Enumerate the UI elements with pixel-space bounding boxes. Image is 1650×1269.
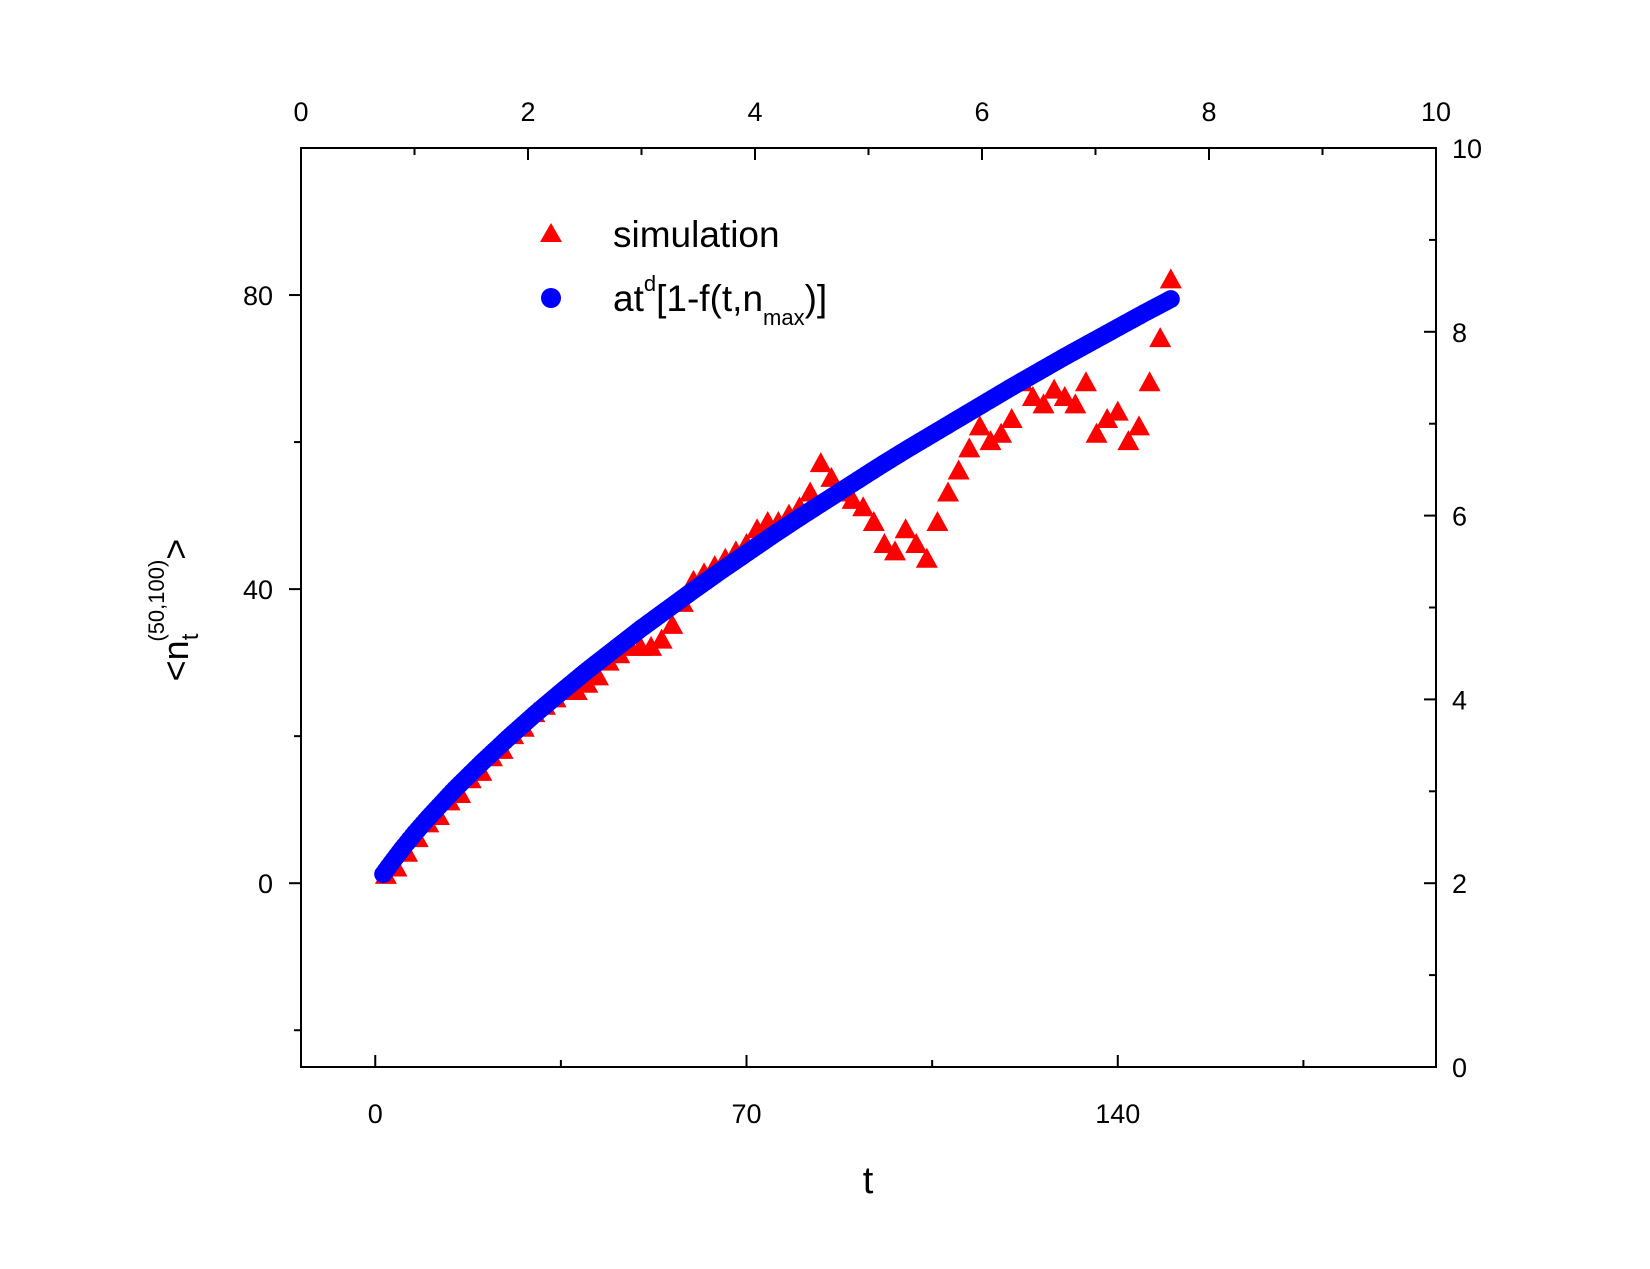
top-tick-label: 6 xyxy=(974,97,989,127)
right-tick-label: 8 xyxy=(1452,318,1467,348)
simulation-point xyxy=(1064,393,1087,414)
simulation-point xyxy=(841,488,864,509)
simulation-point xyxy=(1021,385,1044,406)
top-tick-label: 4 xyxy=(747,97,762,127)
bottom-axis: 0 70 140 xyxy=(368,1055,1305,1129)
legend-simulation-marker xyxy=(540,223,562,242)
legend-fit-label-main: at xyxy=(613,278,645,319)
simulation-point xyxy=(1043,378,1066,399)
svg-text:<nt(50,100)>: <nt (50,100)> xyxy=(144,539,204,682)
simulation-point xyxy=(1032,393,1055,414)
top-tick-label: 0 xyxy=(293,97,308,127)
simulation-point xyxy=(1149,327,1172,348)
y-tick-label: 0 xyxy=(258,869,273,899)
y-axis-title-superscript: (50,100) xyxy=(144,560,169,642)
simulation-point xyxy=(990,422,1013,443)
simulation-point xyxy=(926,510,949,531)
x-tick-label: 70 xyxy=(731,1099,761,1129)
y-axis-title-close: > xyxy=(155,539,196,560)
simulation-point xyxy=(894,518,917,539)
simulation-point xyxy=(1000,408,1023,429)
y-tick-label: 40 xyxy=(243,575,273,605)
top-tick-label: 8 xyxy=(1201,97,1216,127)
y-axis-title: <nt (50,100)> xyxy=(144,539,204,682)
simulation-point xyxy=(958,437,981,458)
top-tick-label: 2 xyxy=(520,97,535,127)
top-axis: 0 2 4 6 8 10 xyxy=(293,97,1451,160)
legend: simulation atd[1-f(t,nmax)] xyxy=(540,214,827,330)
simulation-point xyxy=(905,533,928,554)
legend-fit-label: atd[1-f(t,nmax)] xyxy=(613,271,827,330)
right-tick-label: 0 xyxy=(1452,1053,1467,1083)
x-tick-label: 0 xyxy=(368,1099,383,1129)
x-axis-title: t xyxy=(863,1160,874,1202)
simulation-point xyxy=(661,613,684,634)
simulation-point xyxy=(820,466,843,487)
right-tick-label: 10 xyxy=(1452,134,1482,164)
simulation-point xyxy=(968,415,991,436)
right-tick-label: 4 xyxy=(1452,685,1467,715)
simulation-point xyxy=(937,481,960,502)
legend-fit-label-sup: d xyxy=(644,271,656,296)
simulation-point xyxy=(1117,430,1140,451)
simulation-point xyxy=(1074,371,1097,392)
simulation-point xyxy=(1106,400,1129,421)
simulation-point xyxy=(1159,268,1182,289)
y-axis-title-main: <n xyxy=(155,640,196,681)
x-tick-label: 140 xyxy=(1095,1099,1140,1129)
legend-fit-label-sub: max xyxy=(763,305,805,330)
simulation-point xyxy=(576,672,599,693)
simulation-point xyxy=(915,547,938,568)
simulation-point xyxy=(1096,408,1119,429)
simulation-point xyxy=(979,430,1002,451)
right-tick-label: 2 xyxy=(1452,869,1467,899)
simulation-point xyxy=(873,533,896,554)
simulation-point xyxy=(947,459,970,480)
y-tick-label: 80 xyxy=(243,281,273,311)
legend-simulation-label: simulation xyxy=(613,214,780,255)
right-axis: 0 2 4 6 8 10 xyxy=(1424,134,1482,1083)
simulation-point xyxy=(1127,415,1150,436)
plot-area xyxy=(300,147,1437,1068)
simulation-point xyxy=(1053,385,1076,406)
simulation-point xyxy=(1138,371,1161,392)
legend-fit-label-mid: [1-f(t,n xyxy=(656,278,763,319)
top-tick-label: 10 xyxy=(1421,97,1451,127)
right-tick-label: 6 xyxy=(1452,502,1467,532)
left-axis: 0 40 80 xyxy=(243,281,301,1032)
y-axis-title-subscript: t xyxy=(177,633,204,640)
series-layer xyxy=(374,268,1182,884)
legend-fit-label-end: )] xyxy=(805,278,828,319)
simulation-point xyxy=(852,496,875,517)
simulation-point xyxy=(650,628,673,649)
legend-fit-marker xyxy=(541,288,561,308)
simulation-point xyxy=(587,665,610,686)
simulation-point xyxy=(640,635,663,656)
simulation-point xyxy=(1085,422,1108,443)
simulation-point xyxy=(884,540,907,561)
fit-point xyxy=(1161,290,1180,309)
simulation-point xyxy=(862,510,885,531)
simulation-point xyxy=(809,452,832,473)
